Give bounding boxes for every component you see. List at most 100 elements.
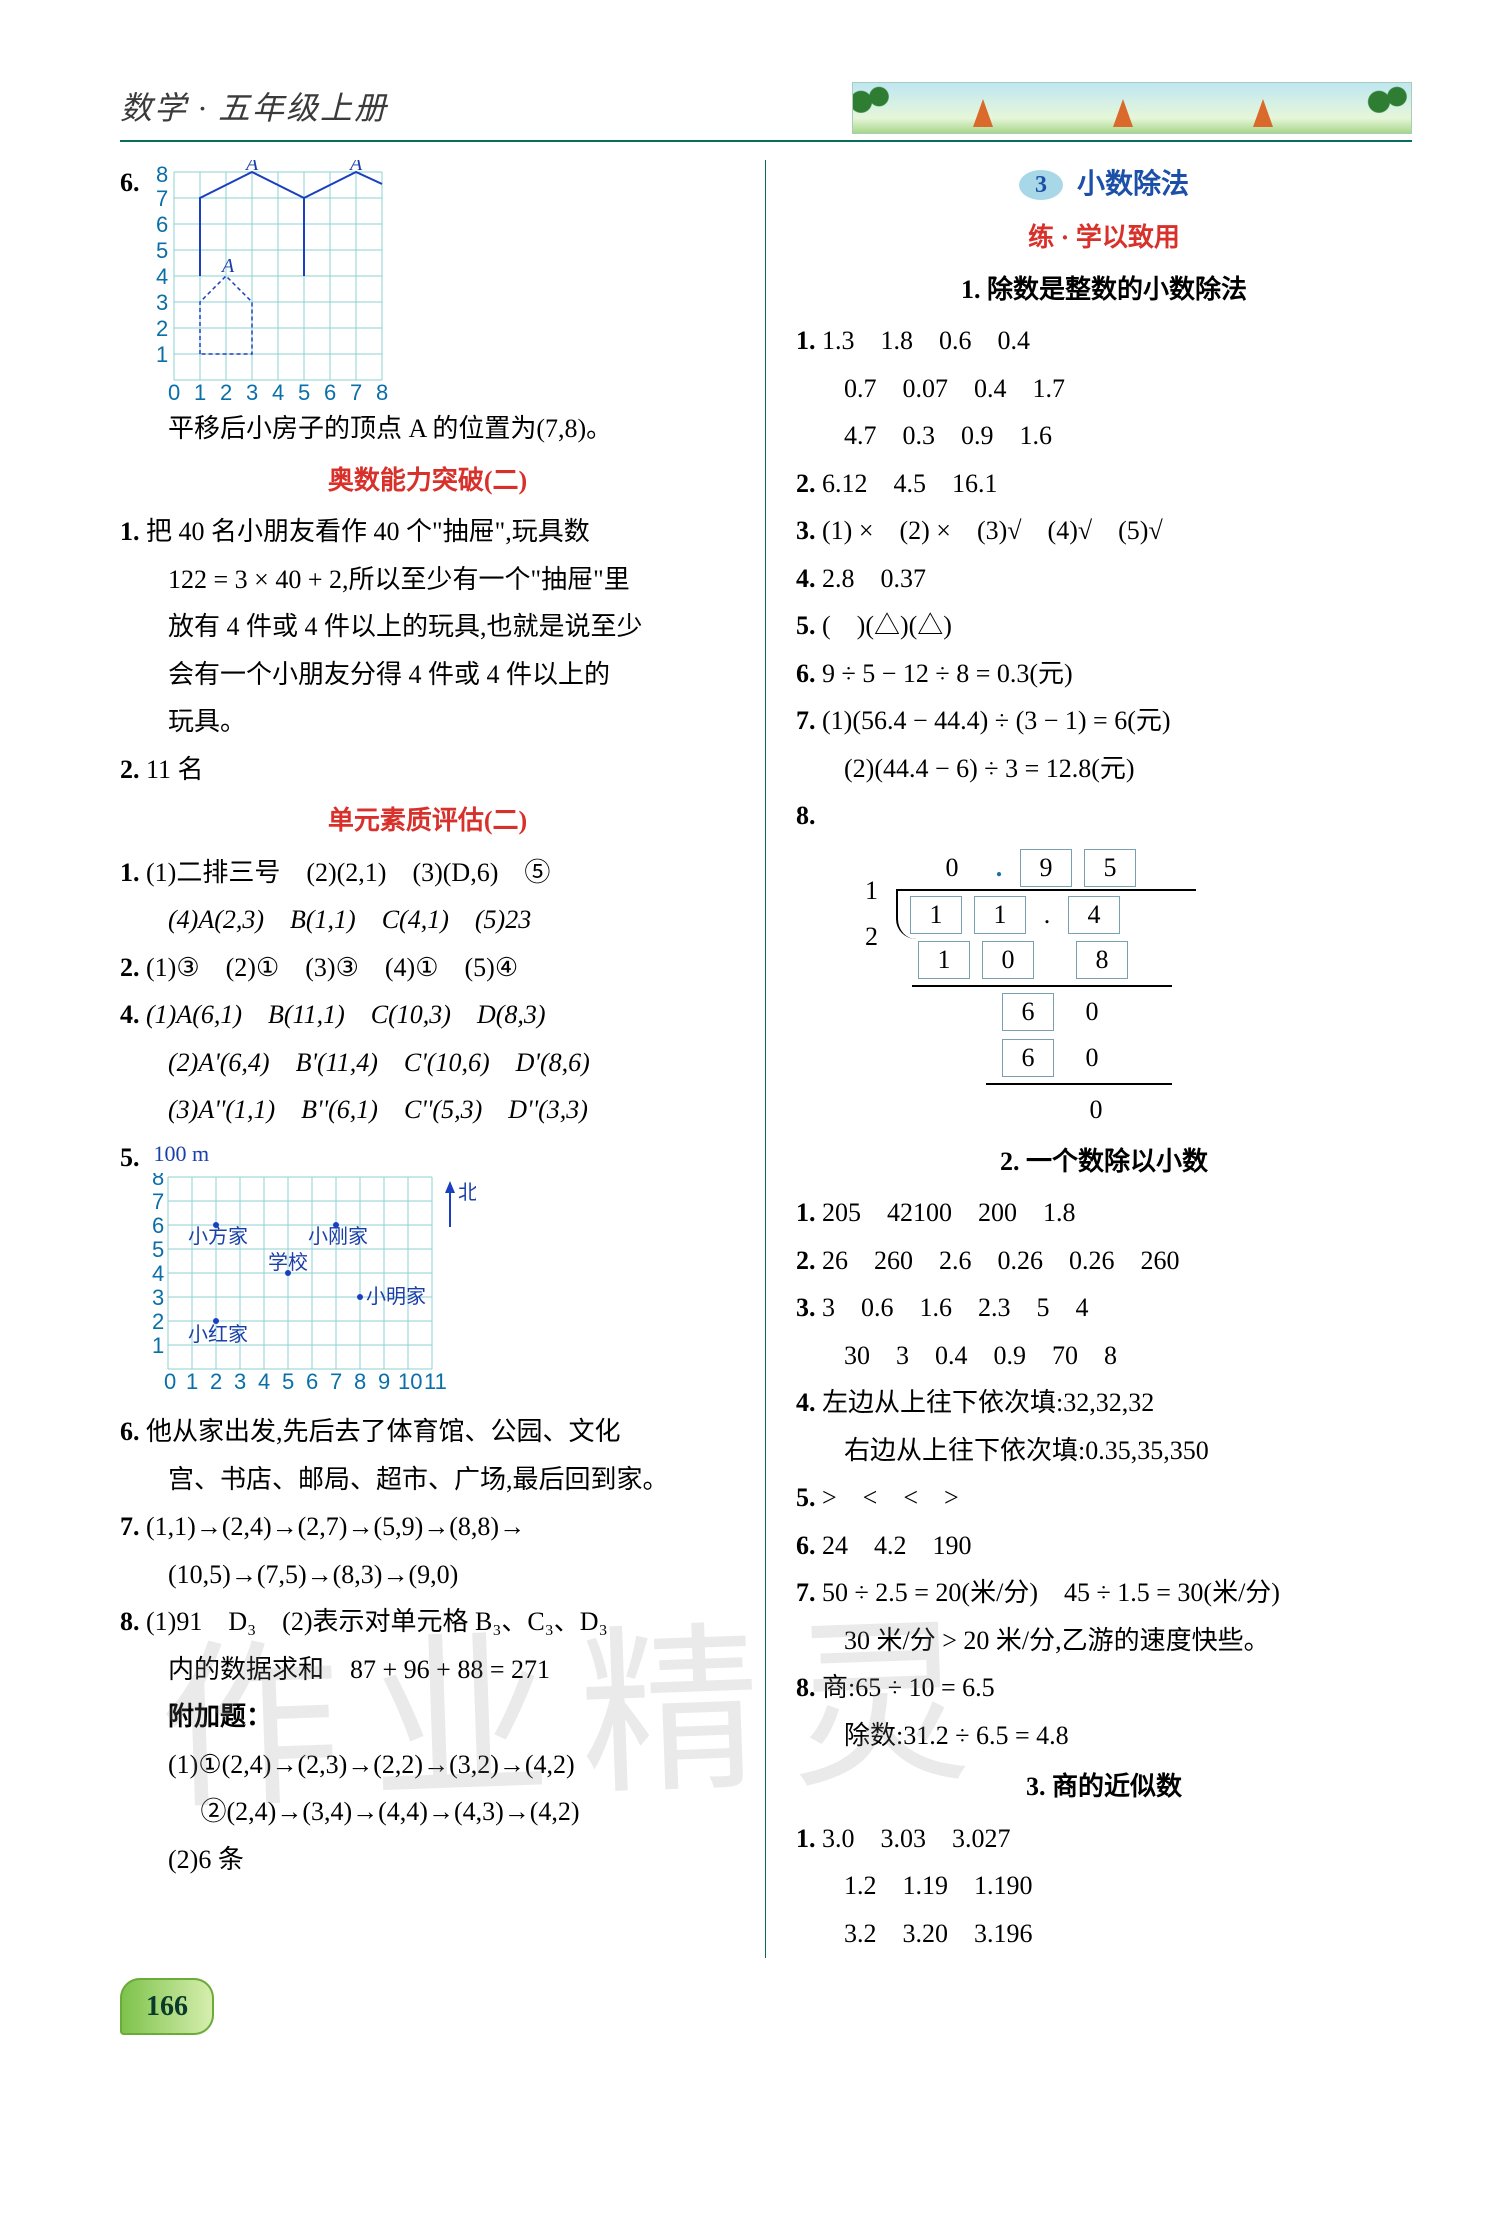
ex1b: ②(2,4)→(3,4)→(4,4)→(4,3)→(4,2) xyxy=(120,1789,735,1835)
s2-5: 5. > < < > xyxy=(796,1475,1412,1521)
svg-text:7: 7 xyxy=(156,186,168,211)
olymp-q1: 1. 把 40 名小朋友看作 40 个"抽屉",玩具数 xyxy=(120,509,735,555)
svg-text:8: 8 xyxy=(152,1173,164,1190)
svg-text:4: 4 xyxy=(272,380,284,400)
svg-text:3: 3 xyxy=(152,1285,164,1310)
svg-text:8: 8 xyxy=(354,1369,366,1394)
svg-text:小刚家: 小刚家 xyxy=(308,1225,368,1248)
u5-num: 5. xyxy=(120,1135,140,1410)
svg-text:1: 1 xyxy=(152,1333,164,1358)
svg-text:0: 0 xyxy=(164,1369,176,1394)
svg-text:2: 2 xyxy=(210,1369,222,1394)
u6: 6. 他从家出发,先后去了体育馆、公园、文化 xyxy=(120,1409,735,1455)
u4c: (3)A''(1,1) B''(6,1) C''(5,3) D''(3,3) xyxy=(120,1087,735,1133)
r1_1: 1.3 1.8 0.6 0.4 xyxy=(822,326,1030,355)
ex2: (2)6 条 xyxy=(120,1837,735,1883)
q-d2: 5 xyxy=(1084,849,1136,887)
r1_2: 0.7 0.07 0.4 1.7 xyxy=(796,366,1412,412)
svg-text:1: 1 xyxy=(194,380,206,400)
svg-text:学校: 学校 xyxy=(268,1251,308,1274)
q2-text: 11 名 xyxy=(146,755,204,784)
long-division: 0 . 9 5 1 2 1 1 . 4 1 0 xyxy=(826,845,1412,1133)
u1: 1. (1)二排三号 (2)(2,1) (3)(D,6) ⑤ xyxy=(120,850,735,896)
s3-1b: 1.2 1.19 1.190 xyxy=(796,1863,1412,1909)
dv2: 4 xyxy=(1068,896,1120,934)
r2-0: 1 xyxy=(918,941,970,979)
r3-1: 0 xyxy=(1066,993,1118,1031)
grid5-svg: 北 小方家 小刚家 学校 小明家 小红家 87 65 43 21 xyxy=(146,1173,476,1403)
svg-text:1: 1 xyxy=(186,1369,198,1394)
s2-8: 8. 商:65 ÷ 10 = 6.5 xyxy=(796,1665,1412,1711)
u4: 4. (1)A(6,1) B(11,1) C(10,3) D(8,3) xyxy=(120,992,735,1038)
svg-text:2: 2 xyxy=(156,316,168,341)
s2-8b: 除数:31.2 ÷ 6.5 = 4.8 xyxy=(796,1713,1412,1759)
q1b: 122 = 3 × 40 + 2,所以至少有一个"抽屉"里 xyxy=(120,557,735,603)
u7b: (10,5)→(7,5)→(8,3)→(9,0) xyxy=(120,1552,735,1598)
olymp-q2: 2. 11 名 xyxy=(120,747,735,793)
r2-2: 8 xyxy=(1076,941,1128,979)
u4b: (2)A'(6,4) B'(11,4) C'(10,6) D'(8,6) xyxy=(120,1040,735,1086)
svg-text:小红家: 小红家 xyxy=(188,1323,248,1346)
dv-dot: . xyxy=(1038,896,1056,934)
practice-title: 练 · 学以致用 xyxy=(796,215,1412,261)
s3-1c: 3.2 3.20 3.196 xyxy=(796,1911,1412,1957)
u5-label: 100 m xyxy=(154,1135,476,1174)
dv1: 1 xyxy=(974,896,1026,934)
svg-text:小明家: 小明家 xyxy=(366,1285,426,1308)
sec1-title: 1. 除数是整数的小数除法 xyxy=(796,267,1412,313)
extra-head: 附加题： xyxy=(120,1694,735,1740)
sec3-title: 3. 商的近似数 xyxy=(796,1764,1412,1810)
svg-text:A: A xyxy=(220,255,235,277)
s2_1t: 205 42100 200 1.8 xyxy=(822,1198,1076,1227)
svg-text:A: A xyxy=(244,160,259,175)
q6-block: 6. xyxy=(120,160,735,406)
svg-text:9: 9 xyxy=(378,1369,390,1394)
svg-text:5: 5 xyxy=(152,1237,164,1262)
q1-text: 把 40 名小朋友看作 40 个"抽屉",玩具数 xyxy=(146,517,590,546)
svg-text:3: 3 xyxy=(156,290,168,315)
s2-2: 2. 26 260 2.6 0.26 0.26 260 xyxy=(796,1238,1412,1284)
r2t: 6.12 4.5 16.1 xyxy=(822,469,998,498)
r6: 6. 9 ÷ 5 − 12 ÷ 8 = 0.3(元) xyxy=(796,651,1412,697)
svg-text:11: 11 xyxy=(424,1369,447,1394)
s2-3: 3. 3 0.6 1.6 2.3 5 4 xyxy=(796,1285,1412,1331)
u2t: (1)③ (2)① (3)③ (4)① (5)④ xyxy=(146,953,518,982)
r3t: (1) × (2) × (3)√ (4)√ (5)√ xyxy=(822,516,1163,545)
chapter-head: 3 小数除法 xyxy=(796,160,1412,209)
r4t: 2.8 0.37 xyxy=(822,564,926,593)
q6-number: 6. xyxy=(120,160,140,406)
page-footer: 166 xyxy=(120,1978,1412,2035)
banner-image xyxy=(852,82,1412,134)
svg-text:6: 6 xyxy=(324,380,336,400)
s2_3a: 3 0.6 1.6 2.3 5 4 xyxy=(822,1293,1089,1322)
s2-6: 6. 24 4.2 190 xyxy=(796,1523,1412,1569)
r5t: ( )(△)(△) xyxy=(822,611,952,640)
u7: 7. (1,1)→(2,4)→(2,7)→(5,9)→(8,8)→ xyxy=(120,1504,735,1550)
svg-text:7: 7 xyxy=(152,1189,164,1214)
r7a: (1)(56.4 − 44.4) ÷ (3 − 1) = 6(元) xyxy=(822,706,1171,735)
header: 数学 · 五年级上册 xyxy=(120,80,1412,142)
r1: 1. 1.3 1.8 0.6 0.4 xyxy=(796,318,1412,364)
q1e: 玩具。 xyxy=(120,699,735,745)
sec2-title: 2. 一个数除以小数 xyxy=(796,1139,1412,1185)
r3-0: 6 xyxy=(1002,993,1054,1031)
u8a: (1)91 D₃ (2)表示对单元格 B₃、C₃、D₃ xyxy=(146,1607,608,1636)
grid6: A A A 8 7 6 5 4 3 2 1 xyxy=(148,160,408,400)
chapter-number: 3 xyxy=(1019,170,1063,200)
s2_7a: 50 ÷ 2.5 = 20(米/分) 45 ÷ 1.5 = 30(米/分) xyxy=(822,1578,1280,1607)
svg-text:6: 6 xyxy=(156,212,168,237)
s2-4: 4. 左边从上往下依次填:32,32,32 xyxy=(796,1380,1412,1426)
r4-0: 6 xyxy=(1002,1039,1054,1077)
q1c: 放有 4 件或 4 件以上的玩具,也就是说至少 xyxy=(120,604,735,650)
svg-text:1: 1 xyxy=(156,342,168,367)
header-title: 数学 · 五年级上册 xyxy=(120,80,388,136)
r7: 7. (1)(56.4 − 44.4) ÷ (3 − 1) = 6(元) xyxy=(796,698,1412,744)
u8: 8. (1)91 D₃ (2)表示对单元格 B₃、C₃、D₃ xyxy=(120,1599,735,1645)
svg-text:3: 3 xyxy=(246,380,258,400)
section-olympiad: 奥数能力突破(二) xyxy=(120,458,735,504)
dv0: 1 xyxy=(910,896,962,934)
r2-1: 0 xyxy=(982,941,1034,979)
s3_1a: 3.0 3.03 3.027 xyxy=(822,1824,1011,1853)
ex1a: (1)①(2,4)→(2,3)→(2,2)→(3,2)→(4,2) xyxy=(120,1742,735,1788)
svg-text:5: 5 xyxy=(156,238,168,263)
